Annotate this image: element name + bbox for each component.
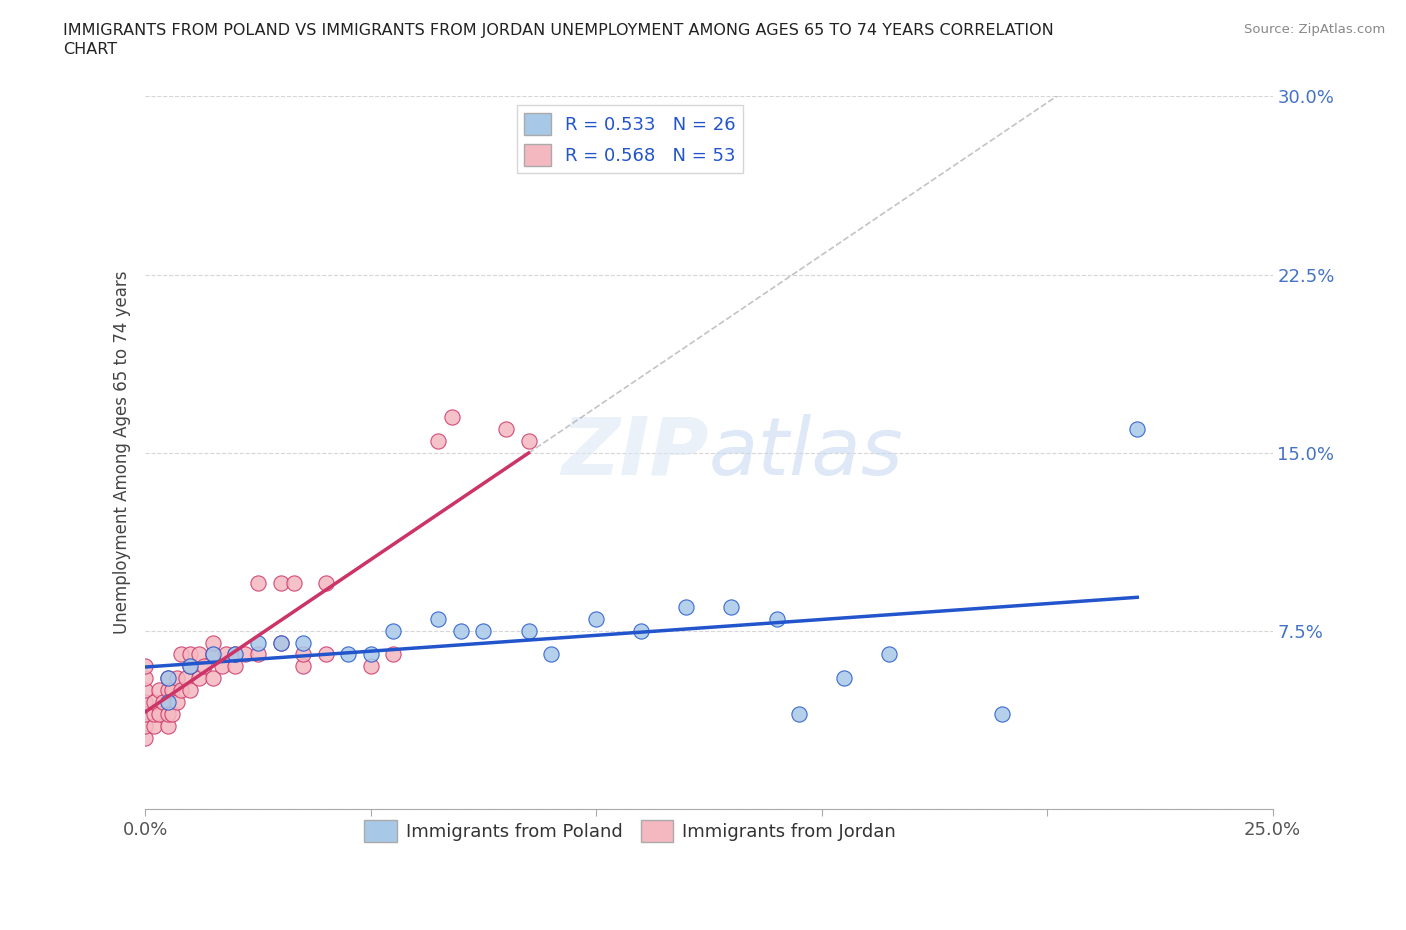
Point [224,647,246,662]
Point [188,671,211,685]
Point [193,658,215,673]
Point [382,647,405,662]
Point [152,695,174,710]
Point [179,683,201,698]
Point [540,647,562,662]
Point [143,718,166,733]
Point [337,647,360,662]
Point [170,683,193,698]
Point [495,421,517,436]
Point [787,707,810,722]
Point [233,647,256,662]
Point [517,623,540,638]
Point [517,433,540,448]
Point [270,576,292,591]
Point [630,623,652,638]
Point [360,647,382,662]
Point [270,635,292,650]
Point [143,695,166,710]
Point [134,707,156,722]
Text: ZIP: ZIP [561,414,709,492]
Point [156,671,179,685]
Point [765,611,787,626]
Point [427,611,450,626]
Point [440,409,463,424]
Point [292,635,315,650]
Point [174,671,197,685]
Point [215,647,238,662]
Point [832,671,855,685]
Point [166,671,188,685]
Point [270,635,292,650]
Point [247,635,270,650]
Point [179,658,201,673]
Point [585,611,607,626]
Point [292,658,315,673]
Text: CHART: CHART [63,42,117,57]
Point [201,635,224,650]
Point [382,623,405,638]
Point [720,600,742,615]
Point [134,658,156,673]
Point [360,658,382,673]
Point [148,683,170,698]
Text: atlas: atlas [709,414,904,492]
Point [156,718,179,733]
Point [156,695,179,710]
Point [427,433,450,448]
Point [179,658,201,673]
Point [170,647,193,662]
Point [201,671,224,685]
Point [201,647,224,662]
Point [450,623,472,638]
Point [247,576,270,591]
Point [143,707,166,722]
Point [224,647,246,662]
Point [134,718,156,733]
Point [1126,421,1149,436]
Text: IMMIGRANTS FROM POLAND VS IMMIGRANTS FROM JORDAN UNEMPLOYMENT AMONG AGES 65 TO 7: IMMIGRANTS FROM POLAND VS IMMIGRANTS FRO… [63,23,1054,38]
Point [134,671,156,685]
Point [166,695,188,710]
Point [877,647,900,662]
Point [211,658,233,673]
Point [162,707,184,722]
Point [156,683,179,698]
Point [315,576,337,591]
Text: Source: ZipAtlas.com: Source: ZipAtlas.com [1244,23,1385,36]
Point [292,647,315,662]
Point [991,707,1014,722]
Point [675,600,697,615]
Point [134,683,156,698]
Point [156,707,179,722]
Point [201,647,224,662]
Point [148,707,170,722]
Point [156,671,179,685]
Y-axis label: Unemployment Among Ages 65 to 74 years: Unemployment Among Ages 65 to 74 years [114,271,131,634]
Point [134,695,156,710]
Point [162,683,184,698]
Point [224,658,246,673]
Point [315,647,337,662]
Point [134,730,156,745]
Legend: Immigrants from Poland, Immigrants from Jordan: Immigrants from Poland, Immigrants from … [357,813,903,850]
Point [188,647,211,662]
Point [247,647,270,662]
Point [283,576,305,591]
Point [179,647,201,662]
Point [472,623,495,638]
